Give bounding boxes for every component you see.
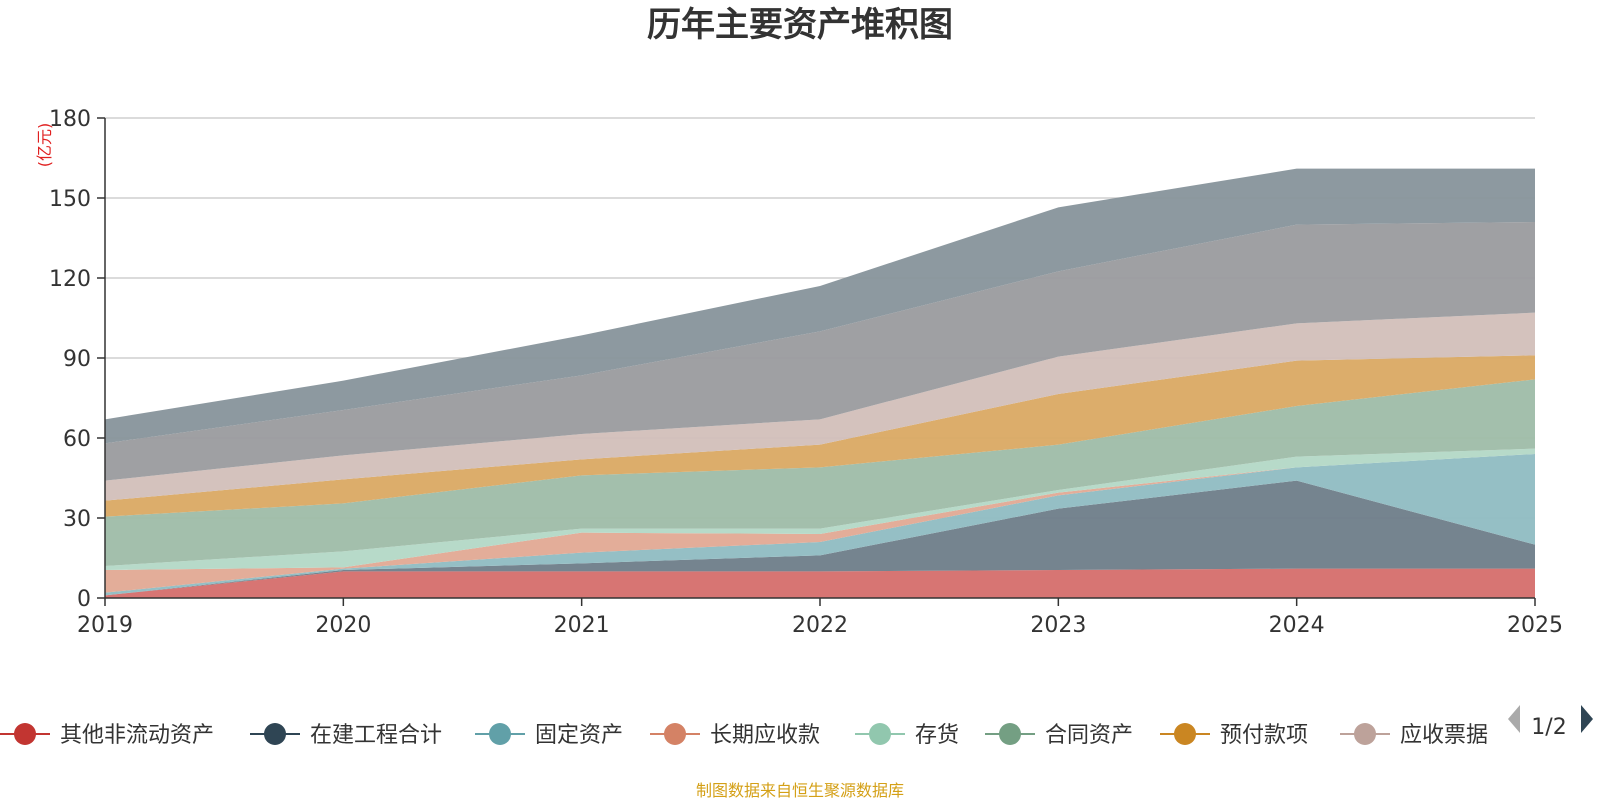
area-series-1[interactable] [105, 480, 1535, 596]
source-note: 制图数据来自恒生聚源数据库 [696, 781, 904, 800]
legend-label: 预付款项 [1220, 723, 1308, 748]
area-series-2[interactable] [105, 454, 1535, 596]
legend-marker [1354, 723, 1376, 745]
legend-item[interactable]: 存货 [855, 723, 959, 748]
area-series-0[interactable] [105, 568, 1535, 598]
chart-title: 历年主要资产堆积图 [647, 5, 953, 45]
area-series-3[interactable] [105, 454, 1535, 593]
legend-marker [264, 723, 286, 745]
legend-label: 长期应收款 [710, 723, 820, 748]
legend-label: 固定资产 [535, 723, 623, 748]
legend-item[interactable]: 预付款项 [1160, 723, 1308, 748]
area-series-7[interactable] [105, 312, 1535, 501]
legend-label: 在建工程合计 [310, 723, 442, 748]
x-tick-label: 2025 [1507, 613, 1563, 638]
legend-label: 应收票据 [1400, 723, 1488, 748]
legend-label: 合同资产 [1045, 723, 1133, 748]
area-series-4[interactable] [105, 448, 1535, 570]
y-unit-label: (亿元) [35, 123, 54, 168]
legend-marker [1174, 723, 1196, 745]
legend-pager: 1/2 [1508, 705, 1593, 740]
legend-prev-page-icon[interactable] [1508, 705, 1520, 733]
y-tick-label: 30 [63, 507, 91, 532]
legend-marker [999, 723, 1021, 745]
area-series-5[interactable] [105, 379, 1535, 566]
legend-marker [664, 723, 686, 745]
stacked-areas [105, 168, 1535, 598]
legend-item[interactable]: 长期应收款 [650, 723, 820, 748]
y-axis-ticks: 0 30 60 90 120 150 180 [49, 107, 105, 612]
y-tick-label: 60 [63, 427, 91, 452]
y-tick-label: 150 [49, 187, 91, 212]
legend: 其他非流动资产 在建工程合计 固定资产 长期应收款 存货 合同资产 预付款项 应收票据 [0, 723, 1488, 748]
legend-label: 其他非流动资产 [60, 723, 214, 748]
legend-next-page-icon[interactable] [1581, 705, 1593, 733]
legend-item[interactable]: 合同资产 [985, 723, 1133, 748]
area-series-9[interactable] [105, 168, 1535, 444]
y-tick-label: 90 [63, 347, 91, 372]
area-series-6[interactable] [105, 355, 1535, 517]
legend-marker [869, 723, 891, 745]
y-tick-label: 180 [49, 107, 91, 132]
y-tick-label: 120 [49, 267, 91, 292]
legend-label: 存货 [915, 723, 959, 748]
legend-item[interactable]: 固定资产 [475, 723, 623, 748]
x-tick-label: 2023 [1030, 613, 1086, 638]
x-tick-label: 2024 [1269, 613, 1325, 638]
y-tick-label: 0 [77, 587, 91, 612]
area-series-8[interactable] [105, 222, 1535, 481]
x-tick-label: 2022 [792, 613, 848, 638]
legend-item[interactable]: 应收票据 [1340, 723, 1488, 748]
x-tick-label: 2019 [77, 613, 133, 638]
x-tick-label: 2021 [554, 613, 610, 638]
legend-item[interactable]: 其他非流动资产 [0, 723, 214, 748]
x-axis-ticks: 2019 2020 2021 2022 2023 2024 2025 [77, 598, 1563, 638]
legend-item[interactable]: 在建工程合计 [250, 723, 442, 748]
x-tick-label: 2020 [315, 613, 371, 638]
legend-page-indicator: 1/2 [1531, 715, 1566, 740]
legend-marker [14, 723, 36, 745]
legend-marker [489, 723, 511, 745]
